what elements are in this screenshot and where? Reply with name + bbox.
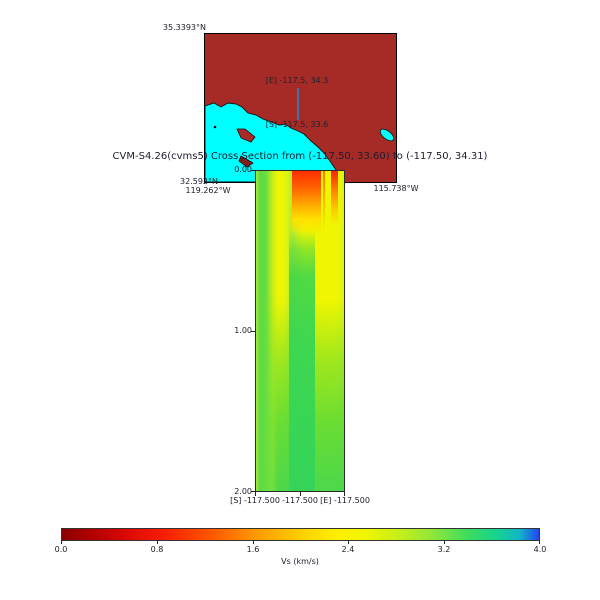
tick-mark bbox=[251, 170, 255, 171]
colorbar-tick-5: 4.0 bbox=[533, 545, 547, 554]
depth-tick-1: 1.00 bbox=[234, 326, 252, 335]
tick-mark bbox=[300, 492, 301, 496]
tick-mark bbox=[251, 491, 255, 492]
coastline-map-svg bbox=[204, 102, 395, 183]
end-marker-label: [E] -117.5, 34.3 bbox=[265, 76, 329, 85]
x-tick-start: [S] -117.500 bbox=[230, 496, 280, 505]
map-lat-top-label: 35.3393°N bbox=[162, 23, 206, 32]
cross-section-heatmap bbox=[255, 170, 345, 492]
colorbar-tick-3: 2.4 bbox=[341, 545, 355, 554]
map-lon-left-label: 119.262°W bbox=[185, 186, 231, 195]
depth-tick-2: 2.00 bbox=[234, 487, 252, 496]
location-map bbox=[204, 33, 397, 183]
island-dot bbox=[213, 125, 217, 129]
tick-mark bbox=[251, 331, 255, 332]
tick-mark bbox=[255, 492, 256, 496]
salton-sea bbox=[379, 128, 395, 142]
x-tick-end: [E] -117.500 bbox=[320, 496, 370, 505]
figure-title: CVM-S4.26(cvms5) Cross Section from (-11… bbox=[112, 151, 488, 162]
colorbar-tick-2: 1.6 bbox=[246, 545, 260, 554]
tick-mark bbox=[348, 541, 349, 544]
x-tick-mid: -117.500 bbox=[282, 496, 318, 505]
colorbar-tick-4: 3.2 bbox=[437, 545, 451, 554]
colorbar-tick-0: 0.0 bbox=[54, 545, 68, 554]
map-lat-bottom-label: 32.592°N bbox=[180, 177, 218, 186]
island-catalina bbox=[236, 128, 256, 143]
depth-tick-0: 0.00 bbox=[234, 165, 252, 174]
start-marker-label: [S] -117.5, 33.6 bbox=[265, 120, 329, 129]
tick-mark bbox=[157, 541, 158, 544]
tick-mark bbox=[344, 492, 345, 496]
tick-mark bbox=[539, 541, 540, 544]
colorbar-axis-label: Vs (km/s) bbox=[281, 557, 319, 566]
tick-mark bbox=[444, 541, 445, 544]
colorbar-tick-1: 0.8 bbox=[150, 545, 164, 554]
profile-line bbox=[297, 88, 299, 120]
map-lon-right-label: 115.738°W bbox=[373, 184, 419, 193]
tick-mark bbox=[253, 541, 254, 544]
island-san-clemente bbox=[238, 155, 254, 168]
colorbar bbox=[61, 528, 540, 541]
tick-mark bbox=[61, 541, 62, 544]
